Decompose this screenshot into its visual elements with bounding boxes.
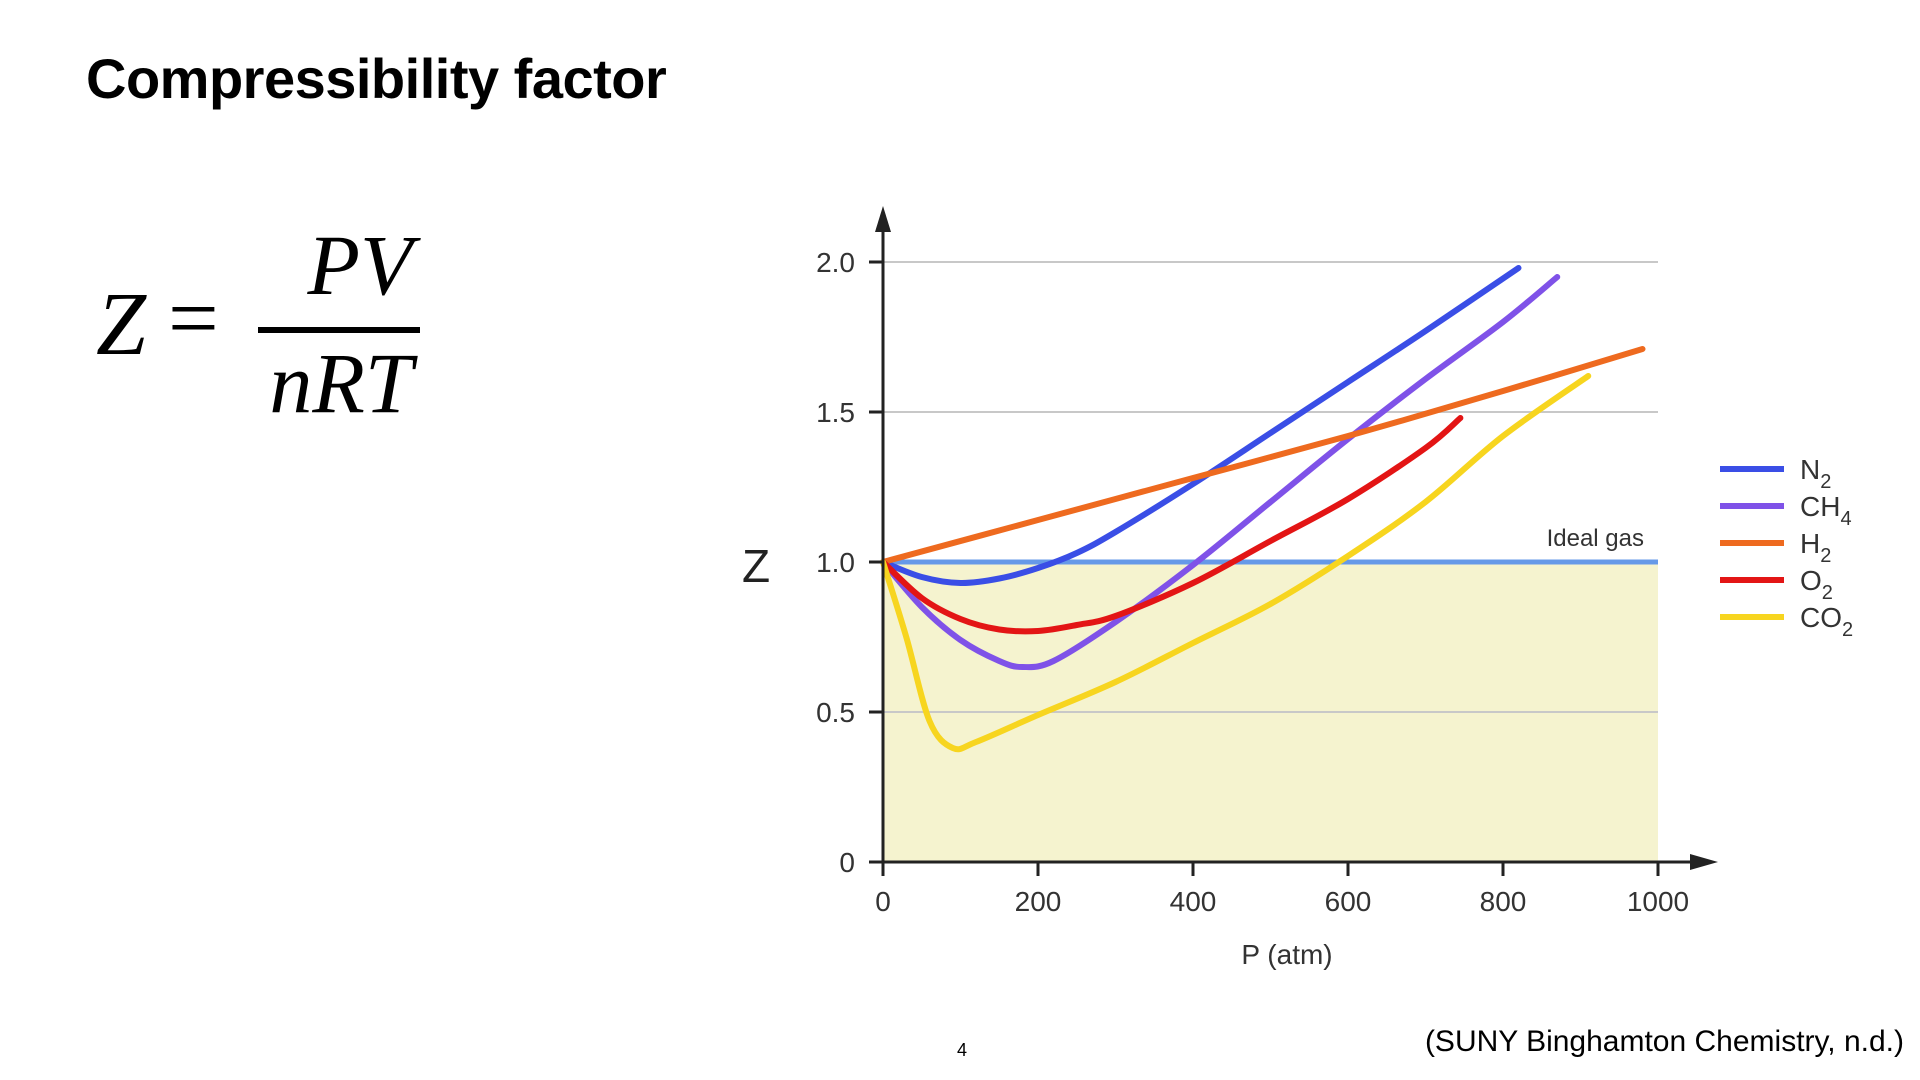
slide-title: Compressibility factor bbox=[86, 47, 667, 110]
formula-denominator: nRT bbox=[269, 335, 413, 431]
series-line-o2 bbox=[880, 415, 1464, 635]
compressibility-formula: Z = PV nRT bbox=[96, 215, 436, 431]
y-axis-arrow bbox=[875, 206, 891, 232]
x-tick-label: 600 bbox=[1325, 886, 1372, 917]
y-tick-label: 2.0 bbox=[816, 247, 855, 278]
series-line-n2 bbox=[880, 265, 1522, 587]
y-tick-label: 1.5 bbox=[816, 397, 855, 428]
x-axis-arrow bbox=[1690, 854, 1718, 870]
series-line-co2 bbox=[880, 373, 1592, 753]
citation: (SUNY Binghamton Chemistry, n.d.) bbox=[1424, 1025, 1904, 1058]
formula-numerator: PV bbox=[307, 217, 413, 313]
x-tick-label: 0 bbox=[875, 886, 891, 917]
legend-label-ch4: CH4 bbox=[1800, 491, 1852, 530]
x-tick-label: 200 bbox=[1015, 886, 1062, 917]
x-axis-label: P (atm) bbox=[1241, 939, 1332, 970]
page-number: 4 bbox=[957, 1040, 968, 1060]
x-tick-label: 400 bbox=[1170, 886, 1217, 917]
legend-label-co2: CO2 bbox=[1800, 602, 1853, 641]
formula-equals: = bbox=[168, 269, 219, 368]
formula-lhs: Z bbox=[96, 275, 147, 374]
y-tick-label: 0 bbox=[839, 847, 855, 878]
y-tick-label: 0.5 bbox=[816, 697, 855, 728]
legend-label-n2: N2 bbox=[1800, 454, 1831, 493]
x-tick-label: 1000 bbox=[1627, 886, 1689, 917]
series-line-h2 bbox=[880, 346, 1646, 565]
series-line-ch4 bbox=[880, 274, 1561, 671]
legend-label-o2: O2 bbox=[1800, 565, 1833, 604]
legend-label-h2: H2 bbox=[1800, 528, 1831, 567]
formula-fraction-bar bbox=[258, 327, 420, 333]
y-axis-label: Z bbox=[742, 540, 770, 592]
y-tick-label: 1.0 bbox=[816, 547, 855, 578]
x-tick-label: 800 bbox=[1480, 886, 1527, 917]
ideal-gas-label: Ideal gas bbox=[1547, 525, 1644, 552]
